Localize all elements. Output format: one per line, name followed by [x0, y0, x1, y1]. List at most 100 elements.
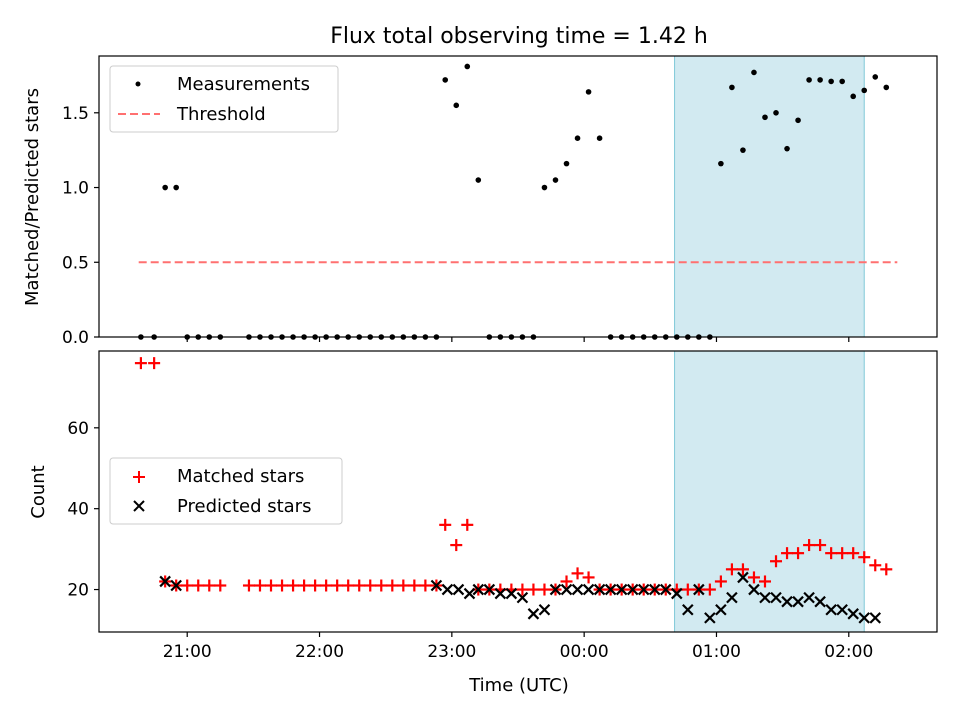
bottom-predicted-stars-point — [737, 571, 749, 584]
bottom-x-tick-label: 23:00 — [427, 642, 476, 662]
bottom-matched-stars-point — [298, 579, 311, 592]
bottom-predicted-stars-point — [170, 579, 182, 592]
bottom-predicted-stars-point — [452, 583, 465, 596]
top-y-tick-label: 0.0 — [62, 328, 89, 348]
bottom-predicted-stars-point — [626, 583, 639, 596]
measurements-legend-label: Measurements — [177, 74, 310, 95]
bottom-matched-stars-point — [364, 579, 377, 592]
bottom-predicted-stars-point — [781, 595, 793, 608]
bottom-matched-stars-point — [265, 579, 278, 592]
bottom-matched-stars-point — [192, 579, 205, 592]
bottom-predicted-stars-point — [814, 595, 826, 608]
bottom-predicted-stars-point — [527, 608, 540, 620]
bottom-predicted-stars-point — [869, 612, 882, 624]
top-y-axis-label: Matched/Predicted stars — [22, 88, 43, 306]
top-measurements-point — [839, 78, 845, 85]
bottom-predicted-stars-point — [463, 587, 476, 600]
bottom-matched-stars-point — [148, 357, 161, 370]
bottom-predicted-stars-point — [792, 595, 804, 608]
bottom-x-tick-label: 00:00 — [560, 642, 609, 662]
top-axes-frame — [98, 55, 938, 338]
top-y-tick-label: 1.0 — [62, 179, 89, 199]
bottom-predicted-stars-point — [825, 603, 837, 616]
bottom-x-tick-label: 21:00 — [163, 642, 212, 662]
bottom-matched-stars-point — [847, 547, 860, 560]
bottom-matched-stars-point — [375, 579, 388, 592]
bottom-predicted-stars-point — [693, 583, 705, 596]
bottom-matched-stars-point — [439, 518, 452, 531]
top-measurements-point — [795, 117, 801, 124]
matched-stars-legend-label: Matched stars — [177, 466, 304, 487]
bottom-matched-stars-point — [134, 357, 147, 370]
top-shaded-region — [674, 55, 865, 338]
top-measurements-point — [464, 63, 471, 70]
bottom-axes-frame — [98, 350, 938, 633]
bottom-matched-stars-point — [408, 579, 421, 592]
top-measurements-point — [162, 184, 168, 191]
bottom-predicted-stars-point — [858, 612, 871, 624]
top-measurements-point — [872, 74, 879, 80]
threshold-legend-label: Threshold — [176, 104, 266, 125]
bottom-predicted-stars-point — [715, 603, 727, 616]
bottom-predicted-stars-point — [648, 583, 661, 596]
bottom-predicted-stars-point — [682, 603, 694, 616]
bottom-matched-stars-point — [703, 583, 716, 596]
bottom-matched-stars-point — [386, 579, 399, 592]
bottom-predicted-stars-point — [494, 587, 507, 600]
matched-stars-legend-marker — [133, 471, 145, 483]
top-measurements-point — [817, 77, 823, 83]
predicted-stars-legend-marker — [133, 500, 145, 512]
bottom-matched-stars-point — [869, 559, 882, 572]
bottom-matched-stars-point — [560, 575, 573, 588]
bottom-matched-stars-point — [320, 579, 333, 592]
top-measurements-point — [574, 135, 581, 142]
bottom-y-tick-label: 40 — [67, 500, 89, 520]
bottom-predicted-stars-point — [671, 587, 683, 600]
bottom-panel: 20 40 60 21:00 22:00 23:00 00:00 01:00 02:00 Cou… — [28, 350, 938, 696]
bottom-predicted-stars-point — [748, 583, 760, 596]
bottom-predicted-stars-point — [538, 603, 551, 616]
top-measurements-point — [718, 160, 724, 167]
bottom-matched-stars-point — [461, 518, 474, 531]
bottom-matched-stars-point — [203, 579, 216, 592]
top-y-tick-label: 1.5 — [62, 104, 89, 124]
bottom-legend-box — [109, 457, 343, 525]
bottom-matched-stars-point — [450, 539, 463, 552]
bottom-matched-stars-point — [253, 579, 266, 592]
bottom-predicted-stars-point — [659, 583, 672, 596]
bottom-predicted-stars-point — [505, 587, 518, 600]
bottom-matched-stars-point — [781, 547, 794, 560]
bottom-predicted-stars-point — [593, 583, 606, 596]
bottom-matched-stars-point — [181, 579, 194, 592]
bottom-matched-stars-point — [803, 539, 816, 552]
bottom-matched-stars-point — [276, 579, 289, 592]
top-measurements-point — [541, 184, 548, 191]
bottom-predicted-stars-point — [472, 583, 485, 596]
top-measurements-point — [850, 93, 856, 100]
bottom-predicted-stars-point — [549, 583, 562, 596]
bottom-matched-stars-point — [516, 583, 529, 596]
bottom-predicted-stars-point — [637, 583, 650, 596]
bottom-predicted-stars-point — [430, 579, 443, 592]
bottom-matched-stars-point — [792, 547, 805, 560]
top-measurements-point — [453, 102, 460, 109]
bottom-predicted-stars-point — [604, 583, 617, 596]
bottom-x-tick-label: 22:00 — [295, 642, 344, 662]
bottom-predicted-stars-point — [441, 583, 454, 596]
bottom-predicted-stars-point — [159, 575, 171, 588]
bottom-matched-stars-point — [353, 579, 366, 592]
top-measurements-point — [762, 114, 768, 121]
top-measurements-point — [729, 84, 735, 91]
top-measurements-point — [585, 89, 592, 95]
bottom-predicted-stars-point — [726, 591, 738, 604]
bottom-plot-area: 20 40 60 21:00 22:00 23:00 00:00 01:00 02:00 — [67, 350, 938, 662]
bottom-matched-stars-point — [836, 547, 849, 560]
bottom-predicted-stars-point — [582, 583, 595, 596]
bottom-matched-stars-point — [681, 583, 694, 596]
top-panel: 0.0 0.5 1.0 1.5 Matched/Predicted stars Mea… — [22, 55, 938, 348]
top-measurements-point — [740, 147, 746, 153]
bottom-matched-stars-point — [287, 579, 300, 592]
top-measurements-point — [883, 84, 890, 91]
bottom-predicted-stars-point — [759, 591, 771, 604]
